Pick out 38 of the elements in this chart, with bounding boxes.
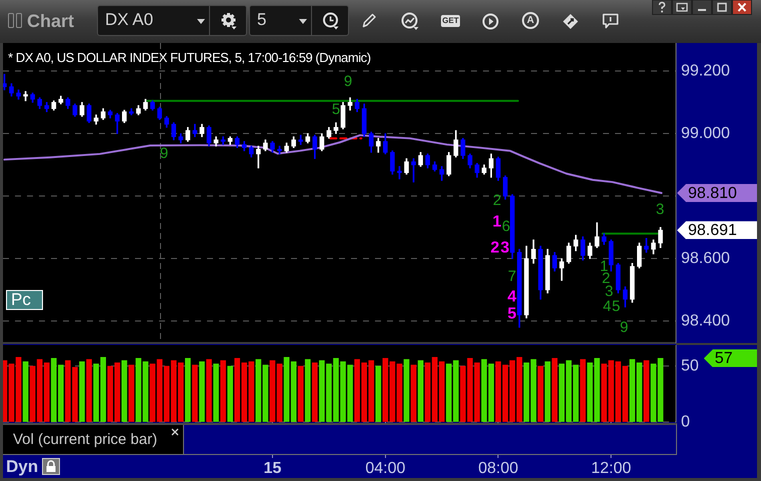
- annotation: 2: [492, 192, 502, 210]
- text: Chart: [27, 10, 74, 32]
- x-tick-label: 08:00: [478, 460, 518, 478]
- annotation: 3: [656, 201, 664, 218]
- x-tick-label: 12:00: [591, 460, 632, 478]
- annotation: 4: [508, 288, 517, 306]
- text: Vol (current price bar): [13, 431, 158, 449]
- y-tick-label: 50: [681, 358, 699, 375]
- annotation: 98.691: [677, 221, 757, 240]
- y-tick-label: 98.400: [681, 312, 730, 330]
- text: * DX A0, US DOLLAR INDEX FUTURES, 5, 17:00-16:59 (Dynamic): [8, 50, 371, 66]
- text: DX A0: [105, 10, 154, 30]
- button: Pc: [6, 290, 43, 310]
- circle-button: A: [522, 12, 539, 29]
- annotation: 98.810: [677, 184, 757, 202]
- annotation: 5: [332, 101, 340, 118]
- y-tick-label: 0: [681, 413, 690, 430]
- annotation: 2: [490, 239, 500, 256]
- annotation: 9: [160, 145, 168, 162]
- annotation: 7: [508, 268, 516, 286]
- x-tick-label: 04:00: [365, 460, 406, 478]
- annotation: 4: [602, 298, 612, 316]
- y-tick-label: 99.200: [681, 62, 730, 80]
- text: Dyn: [6, 457, 38, 477]
- annotation: 9: [620, 319, 628, 336]
- annotation: 1: [492, 213, 502, 230]
- annotation: 3: [604, 283, 614, 300]
- annotation: 5: [508, 305, 517, 322]
- get-button: GET: [441, 15, 460, 27]
- text: 5: [257, 10, 266, 30]
- annotation: 6: [502, 218, 510, 236]
- y-tick-label: 99.000: [681, 125, 730, 142]
- text: 57: [704, 349, 757, 368]
- annotation: 3: [500, 239, 510, 256]
- annotation: 9: [344, 73, 352, 90]
- y-tick-label: 98.600: [681, 250, 730, 268]
- annotation: 5: [612, 298, 620, 316]
- x-tick-label: 15: [264, 460, 282, 478]
